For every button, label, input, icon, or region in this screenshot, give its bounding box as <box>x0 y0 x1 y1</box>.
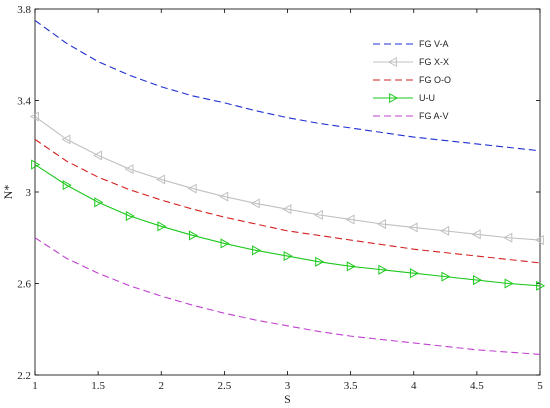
x-axis-label: S <box>284 392 291 406</box>
data-point <box>313 209 323 220</box>
legend-entry: FG O-O <box>373 75 451 85</box>
y-tick-label: 2.2 <box>17 370 31 382</box>
series-line <box>34 138 541 264</box>
data-point <box>188 230 199 241</box>
legend-entry: FG X-X <box>373 56 449 68</box>
data-point <box>92 150 102 161</box>
data-point <box>315 256 325 267</box>
series <box>34 237 541 355</box>
x-tick-label: 4.5 <box>470 380 484 392</box>
axis-ticks: 1 1.5 2 2.5 3 3.5 4 4.5 5 2.2 2.6 3 3.4 3.8 <box>17 4 543 392</box>
legend-label: FG O-O <box>419 75 451 85</box>
data-point <box>378 264 388 275</box>
data-point <box>346 261 356 272</box>
data-point <box>62 180 72 191</box>
data-point <box>387 56 397 68</box>
data-point <box>61 134 71 145</box>
data-point <box>408 222 418 233</box>
plot-area <box>34 8 541 376</box>
x-tick-label: 5 <box>537 380 543 392</box>
series-lines <box>29 19 546 355</box>
data-point <box>220 238 230 249</box>
legend-label: FG A-V <box>419 111 449 121</box>
x-tick-label: 2.5 <box>218 380 232 392</box>
series-line <box>34 237 541 355</box>
x-tick-label: 4 <box>411 380 417 392</box>
data-point <box>219 191 229 202</box>
y-axis-label: N* <box>1 185 15 200</box>
series <box>34 19 541 152</box>
legend: FG V-A FG X-X FG O-O U-U FG A-V <box>373 39 451 121</box>
x-tick-label: 2 <box>159 380 165 392</box>
data-point <box>94 197 104 208</box>
data-point <box>534 234 544 246</box>
data-point <box>157 221 167 232</box>
series <box>29 111 544 246</box>
x-tick-label: 1.5 <box>91 380 105 392</box>
series-line <box>34 164 541 287</box>
data-point <box>156 174 166 185</box>
data-point <box>503 232 513 243</box>
x-tick-label: 3.5 <box>344 380 358 392</box>
data-point <box>504 278 514 289</box>
series <box>34 138 541 264</box>
data-point <box>282 204 292 215</box>
legend-entry: U-U <box>373 92 435 104</box>
data-point <box>376 218 387 230</box>
data-point <box>440 225 450 236</box>
data-point <box>31 159 41 170</box>
x-tick-label: 3 <box>285 380 291 392</box>
data-point <box>252 245 262 256</box>
legend-label: U-U <box>419 93 435 103</box>
legend-label: FG V-A <box>419 39 449 49</box>
data-point <box>389 92 399 104</box>
data-point <box>29 111 39 122</box>
data-point <box>409 268 419 279</box>
series-line <box>34 116 541 241</box>
data-point <box>441 271 451 282</box>
y-tick-label: 3.4 <box>17 96 31 108</box>
legend-label: FG X-X <box>419 57 449 67</box>
data-point <box>473 275 483 286</box>
data-point <box>187 183 197 194</box>
y-tick-label: 3.8 <box>17 4 31 16</box>
data-point <box>471 229 481 240</box>
legend-entry: FG A-V <box>373 111 449 121</box>
legend-entry: FG V-A <box>373 39 449 49</box>
y-tick-label: 3 <box>26 187 32 199</box>
data-point <box>345 214 355 225</box>
data-point <box>283 251 293 262</box>
data-point <box>250 198 260 209</box>
series-line <box>34 19 541 152</box>
x-tick-label: 1 <box>32 380 38 392</box>
y-tick-label: 2.6 <box>17 279 31 291</box>
data-point <box>125 210 135 222</box>
data-point <box>124 164 134 175</box>
series <box>31 159 546 291</box>
data-point <box>536 280 546 291</box>
